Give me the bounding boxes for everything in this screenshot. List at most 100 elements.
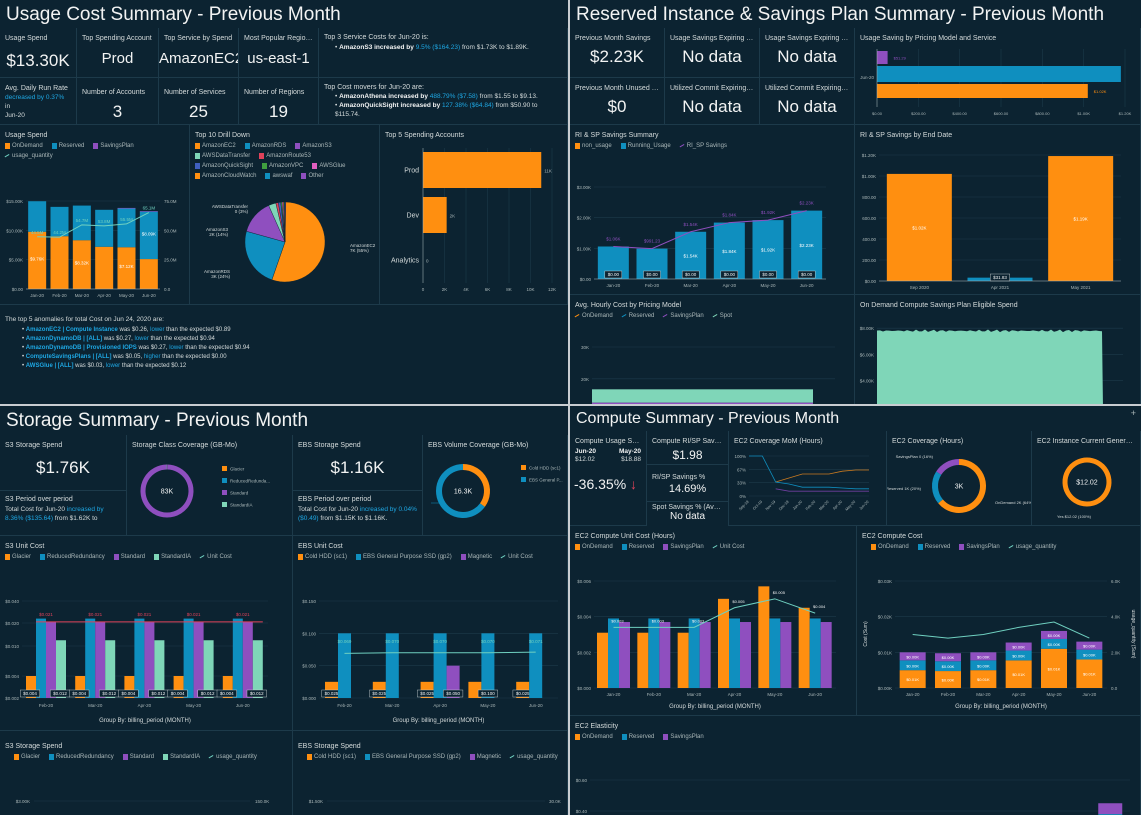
ebs-period-over-period[interactable]: EBS Period over period Total Cost for Ju… <box>293 491 423 536</box>
legend-item[interactable]: OnDemand <box>575 734 613 740</box>
legend-item[interactable]: usage_quantity <box>4 153 53 159</box>
kpi-utilized-commit-next[interactable]: Utilized Commit Expiring ... No data <box>760 78 855 125</box>
add-icon[interactable]: + <box>1130 408 1136 418</box>
legend-item[interactable]: OnDemand <box>574 313 613 319</box>
anomaly-service-link[interactable]: ComputeSavingsPlans | [ALL] <box>25 354 112 360</box>
top5-accounts-panel[interactable]: Top 5 Spending Accounts 0 2K 4K 6K 8K 10K 12K P… <box>380 125 568 305</box>
legend-item[interactable]: StandardIA <box>154 554 191 560</box>
ec2-generation-panel[interactable]: EC2 Instance Current Generation (Sp... $… <box>1032 431 1141 526</box>
ec2-coverage-panel[interactable]: EC2 Coverage (Hours) 3K OnDemand 2K (64%)… <box>887 431 1032 526</box>
kpi-risp-savings-pct[interactable]: RI/SP Savings % 14.69% <box>647 465 729 502</box>
legend-item[interactable]: Running_Usage <box>620 143 671 149</box>
ec2-coverage-mom-panel[interactable]: EC2 Coverage MoM (Hours) 0% 33% 67% 100% Sep… <box>729 431 887 526</box>
legend-item[interactable]: AmazonQuickSight <box>195 163 253 169</box>
legend-item[interactable]: awswaf <box>265 173 292 179</box>
legend-item[interactable]: StandardIA <box>163 754 200 760</box>
ebs-volume-coverage-panel[interactable]: EBS Volume Coverage (GB-Mo) 16.3K Cold HD… <box>423 435 568 536</box>
legend-item[interactable]: AmazonRDS <box>244 143 286 149</box>
anomaly-service-link[interactable]: AmazonDynamoDB | Provisioned IOPS <box>25 345 137 351</box>
anomaly-service-link[interactable]: AmazonDynamoDB | [ALL] <box>25 336 103 342</box>
legend-item[interactable]: Glacier <box>14 754 40 760</box>
legend-item[interactable]: AWSGlue <box>312 163 346 169</box>
legend-item[interactable]: Reserved <box>621 734 654 740</box>
legend-item[interactable]: AmazonS3 <box>295 143 332 149</box>
storage-class-coverage-panel[interactable]: Storage Class Coverage (GB-Mo) 83K Glacie… <box>127 435 293 536</box>
kpi-top-region[interactable]: Most Popular Region... us-east-1 <box>239 28 319 78</box>
legend-item[interactable]: Unit Cost <box>199 554 232 560</box>
legend-item[interactable]: Glacier <box>5 554 31 560</box>
kpi-usage-savings-expiring-next[interactable]: Usage Savings Expiring Ne... No data <box>760 28 855 78</box>
kpi-spot-savings[interactable]: Spot Savings % (Avg Uni... No data <box>647 502 729 526</box>
legend-item[interactable]: AmazonEC2 <box>195 143 236 149</box>
legend-item[interactable]: OnDemand <box>871 544 909 550</box>
avg-hourly-cost-panel[interactable]: Avg. Hourly Cost by Pricing Model OnDema… <box>570 295 855 404</box>
anomaly-service-link[interactable]: AWSGlue | [ALL] <box>25 363 74 369</box>
legend-item[interactable]: EBS General Purpose SSD (gp2) <box>365 754 461 760</box>
legend-item[interactable]: SavingsPlan <box>93 143 134 149</box>
kpi-compute-risp-savings[interactable]: Compute RI/SP Savings $1.98 <box>647 431 729 465</box>
ec2-elasticity-panel[interactable]: EC2 Elasticity OnDemand Reserved SavingsPl… <box>570 716 1141 815</box>
kpi-usage-spend[interactable]: Usage Spend $13.30K <box>0 28 77 78</box>
kpi-ebs-spend[interactable]: EBS Storage Spend $1.16K <box>293 435 423 491</box>
legend-item[interactable]: AmazonRoute53 <box>259 153 311 159</box>
legend-item[interactable]: SavingsPlan <box>663 544 704 550</box>
risp-enddate-panel[interactable]: RI & SP Savings by End Date $0.00 200.00 4… <box>855 125 1141 295</box>
legend-item[interactable]: SavingsPlan <box>662 313 704 319</box>
s3-storage-spend-panel[interactable]: S3 Storage Spend Glacier ReducedRedundanc… <box>0 731 293 815</box>
legend-item[interactable]: Reserved <box>917 544 950 550</box>
kpi-run-rate[interactable]: Avg. Daily Run Rate decreased by 0.37% in… <box>0 78 77 125</box>
legend-item[interactable]: Other <box>301 173 324 179</box>
ebs-storage-spend-panel[interactable]: EBS Storage Spend Cold HDD (sc1) EBS Gene… <box>293 731 568 815</box>
ec2-compute-cost-panel[interactable]: EC2 Compute Cost OnDemand Reserved Savings… <box>857 526 1141 716</box>
legend-item[interactable]: Cold HDD (sc1) <box>307 754 356 760</box>
legend-item[interactable]: Reserved <box>621 544 654 550</box>
anomaly-service-link[interactable]: AmazonEC2 | Compute Instance <box>25 327 118 333</box>
legend-item[interactable]: usage_quantity <box>1008 544 1056 550</box>
chart-legend: OnDemand Reserved SavingsPlan <box>570 730 1140 744</box>
kpi-num-accounts[interactable]: Number of Accounts 3 <box>77 78 159 125</box>
kpi-top-account[interactable]: Top Spending Account Prod <box>77 28 159 78</box>
legend-item[interactable]: ReducedRedundancy <box>40 554 105 560</box>
kpi-prev-month-savings[interactable]: Previous Month Savings $2.23K <box>570 28 665 78</box>
legend-item[interactable]: usage_quantity <box>509 754 558 760</box>
legend-item[interactable]: AmazonCloudWatch <box>195 173 256 179</box>
legend-item[interactable]: EBS General Purpose SSD (gp2) <box>356 554 452 560</box>
risp-summary-panel[interactable]: RI & SP Savings Summary non_usage Running… <box>570 125 855 295</box>
s3-period-over-period[interactable]: S3 Period over period Total Cost for Jun… <box>0 491 127 536</box>
legend-item[interactable]: Standard <box>122 754 154 760</box>
legend-item[interactable]: Cold HDD (sc1) <box>298 554 347 560</box>
legend-item[interactable]: OnDemand <box>5 143 43 149</box>
legend-item[interactable]: Unit Cost <box>712 544 744 550</box>
legend-item[interactable]: Reserved <box>621 313 654 319</box>
kpi-compute-usage-spend[interactable]: Compute Usage Spend Jun-20 $12.02 May-20 $… <box>570 431 647 526</box>
legend-item[interactable]: ReducedRedundancy <box>49 754 114 760</box>
ec2-unit-cost-panel[interactable]: EC2 Compute Unit Cost (Hours) OnDemand Re… <box>570 526 857 716</box>
legend-item[interactable]: Standard <box>113 554 145 560</box>
legend-item[interactable]: RI_SP Savings <box>679 143 727 149</box>
legend-item[interactable]: Spot <box>712 313 732 319</box>
legend-item[interactable]: Reserved <box>51 143 84 149</box>
top10-drilldown-panel[interactable]: Top 10 Drill Down AmazonEC2 AmazonRDS Amaz… <box>190 125 380 305</box>
s3-unit-cost-panel[interactable]: S3 Unit Cost Glacier ReducedRedundancy Sta… <box>0 536 293 731</box>
kpi-num-regions[interactable]: Number of Regions 19 <box>239 78 319 125</box>
ebs-unit-cost-panel[interactable]: EBS Unit Cost Cold HDD (sc1) EBS General … <box>293 536 568 731</box>
kpi-utilized-commit-this[interactable]: Utilized Commit Expiring t... No data <box>665 78 760 125</box>
legend-item[interactable]: SavingsPlan <box>663 734 704 740</box>
kpi-top-service[interactable]: Top Service by Spend AmazonEC2 <box>159 28 239 78</box>
legend-item[interactable]: SavingsPlan <box>959 544 1000 550</box>
legend-item[interactable]: usage_quantity <box>208 754 257 760</box>
kpi-prev-month-unused[interactable]: Previous Month Unused Cost $0 <box>570 78 665 125</box>
legend-item[interactable]: AmazonVPC <box>262 163 303 169</box>
kpi-usage-savings-expiring-this[interactable]: Usage Savings Expiring thi... No data <box>665 28 760 78</box>
kpi-num-services[interactable]: Number of Services 25 <box>159 78 239 125</box>
kpi-s3-spend[interactable]: S3 Storage Spend $1.76K <box>0 435 127 491</box>
legend-item[interactable]: AWSDataTransfer <box>195 153 250 159</box>
legend-item[interactable]: OnDemand <box>575 544 613 550</box>
legend-item[interactable]: Unit Cost <box>500 554 533 560</box>
od-eligible-spend-panel[interactable]: On Demand Compute Savings Plan Eligible … <box>855 295 1141 404</box>
usage-saving-pricing-panel[interactable]: Usage Saving by Pricing Model and Servic… <box>855 28 1141 125</box>
legend-item[interactable]: non_usage <box>575 143 612 149</box>
legend-item[interactable]: Magnetic <box>460 554 492 560</box>
usage-spend-chart-panel[interactable]: Usage Spend OnDemand Reserved SavingsPlan u… <box>0 125 190 305</box>
legend-item[interactable]: Magnetic <box>469 754 501 760</box>
